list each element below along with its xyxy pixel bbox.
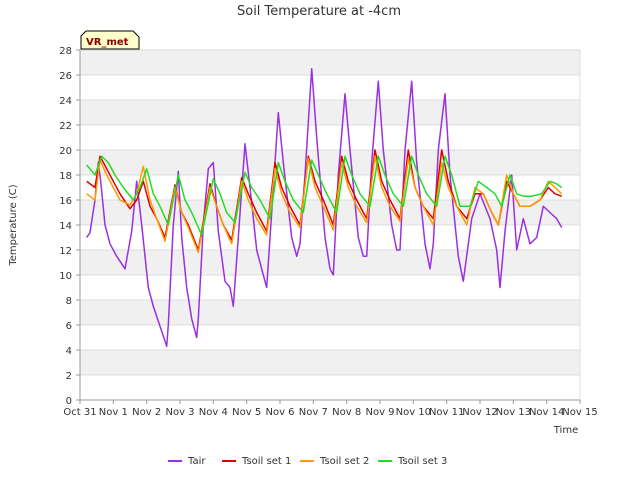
x-tick-label: Nov 11	[429, 407, 464, 418]
y-tick-label: 22	[59, 121, 72, 132]
grid-band	[80, 350, 580, 375]
y-tick-label: 24	[59, 96, 72, 107]
y-tick-label: 26	[59, 71, 72, 82]
series-line-tair	[86, 68, 563, 348]
x-tick-label: Nov 5	[232, 407, 261, 418]
y-tick-label: 28	[59, 46, 72, 57]
x-tick-label: Nov 14	[529, 407, 564, 418]
y-tick-label: 16	[59, 196, 72, 207]
y-tick-label: 4	[66, 346, 72, 357]
legend-label-tair: Tair	[187, 456, 206, 467]
x-tick-label: Nov 8	[332, 407, 361, 418]
y-tick-label: 8	[66, 296, 72, 307]
legend-label-tsoil-set-3: Tsoil set 3	[397, 456, 447, 467]
x-tick-labels: Oct 31 Nov 1 Nov 2 Nov 3 Nov 4 Nov 5 Nov 6 Nov …	[63, 400, 598, 418]
y-tick-label: 10	[59, 271, 72, 282]
badge-label: VR_met	[86, 37, 129, 48]
grid-band	[80, 100, 580, 125]
x-tick-label: Nov 10	[396, 407, 431, 418]
x-tick-label: Nov 12	[462, 407, 497, 418]
y-axis-label: Temperature (C)	[8, 184, 19, 266]
x-tick-label: Nov 9	[365, 407, 394, 418]
y-tick-label: 18	[59, 171, 72, 182]
grid-band	[80, 300, 580, 325]
x-tick-label: Nov 2	[132, 407, 161, 418]
x-tick-label: Nov 15	[562, 407, 597, 418]
legend-label-tsoil-set-1: Tsoil set 1	[241, 456, 291, 467]
x-tick-label: Oct 31	[63, 407, 96, 418]
badge-box	[80, 30, 140, 50]
x-tick-label: Nov 3	[165, 407, 194, 418]
series-line-tsoil-set-2	[86, 155, 563, 254]
x-tick-label: Nov 7	[299, 407, 328, 418]
series-layer	[86, 68, 563, 348]
y-tick-label: 14	[59, 221, 72, 232]
x-tick-label: Nov 6	[265, 407, 294, 418]
x-tick-label: Nov 4	[199, 407, 228, 418]
grid-band	[80, 50, 580, 75]
legend: Tair Tsoil set 1 Tsoil set 2 Tsoil set 3	[168, 456, 447, 467]
station-badge: VR_met	[80, 30, 140, 50]
grid-band	[80, 250, 580, 275]
x-axis-label: Time	[553, 425, 578, 436]
chart-title: Soil Temperature at -4cm	[237, 4, 401, 19]
grid-band	[80, 150, 580, 175]
legend-label-tsoil-set-2: Tsoil set 2	[319, 456, 369, 467]
y-tick-label: 2	[66, 371, 72, 382]
x-tick-label: Nov 1	[99, 407, 128, 418]
y-tick-label: 12	[59, 246, 72, 257]
x-tick-label: Nov 13	[496, 407, 531, 418]
y-tick-label: 6	[66, 321, 72, 332]
y-tick-label: 0	[66, 396, 72, 407]
y-tick-label: 20	[59, 146, 72, 157]
series-line-tsoil-set-3	[86, 155, 563, 236]
